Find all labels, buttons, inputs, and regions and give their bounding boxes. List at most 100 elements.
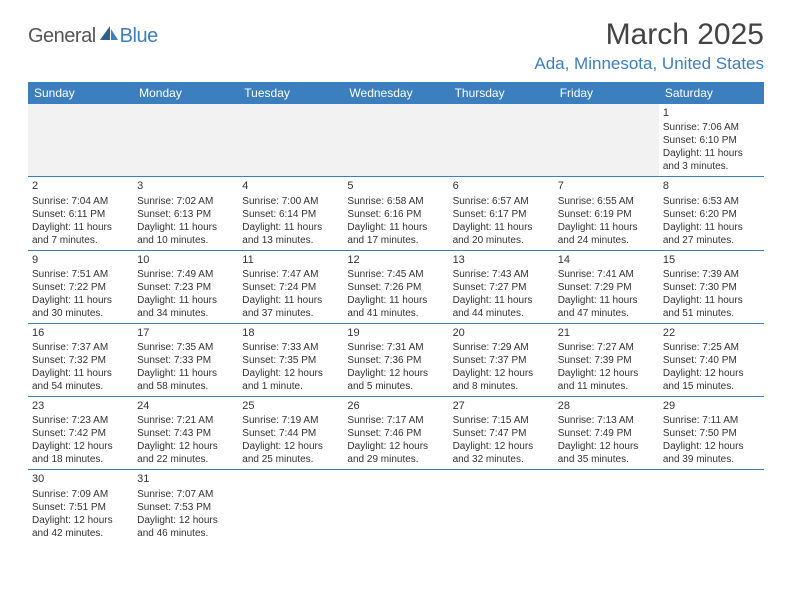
calendar-cell: 25Sunrise: 7:19 AMSunset: 7:44 PMDayligh… [238, 397, 343, 469]
title-block: March 2025 Ada, Minnesota, United States [534, 18, 764, 74]
daylight-line-2: and 27 minutes. [663, 234, 760, 247]
daylight-line-2: and 54 minutes. [32, 380, 129, 393]
day-number: 4 [242, 179, 339, 193]
day-number: 27 [453, 399, 550, 413]
calendar-cell: 27Sunrise: 7:15 AMSunset: 7:47 PMDayligh… [449, 397, 554, 469]
day-number: 18 [242, 326, 339, 340]
daylight-line-2: and 51 minutes. [663, 307, 760, 320]
daylight-line-2: and 7 minutes. [32, 234, 129, 247]
day-number: 24 [137, 399, 234, 413]
daylight-line-1: Daylight: 11 hours [32, 367, 129, 380]
calendar-cell: 15Sunrise: 7:39 AMSunset: 7:30 PMDayligh… [659, 251, 764, 323]
day-number: 6 [453, 179, 550, 193]
sunset-text: Sunset: 7:42 PM [32, 427, 129, 440]
calendar-cell: 31Sunrise: 7:07 AMSunset: 7:53 PMDayligh… [133, 470, 238, 542]
calendar-row: 2Sunrise: 7:04 AMSunset: 6:11 PMDaylight… [28, 177, 764, 250]
calendar-cell-blank [554, 470, 659, 542]
daylight-line-2: and 37 minutes. [242, 307, 339, 320]
daylight-line-2: and 18 minutes. [32, 453, 129, 466]
sunrise-text: Sunrise: 7:31 AM [347, 341, 444, 354]
day-number: 3 [137, 179, 234, 193]
daylight-line-2: and 22 minutes. [137, 453, 234, 466]
daylight-line-2: and 41 minutes. [347, 307, 444, 320]
sunrise-text: Sunrise: 7:51 AM [32, 268, 129, 281]
day-number: 7 [558, 179, 655, 193]
logo-sail-icon [98, 24, 120, 42]
daylight-line-2: and 20 minutes. [453, 234, 550, 247]
daylight-line-1: Daylight: 11 hours [558, 294, 655, 307]
calendar-cell: 21Sunrise: 7:27 AMSunset: 7:39 PMDayligh… [554, 324, 659, 396]
sunrise-text: Sunrise: 6:58 AM [347, 195, 444, 208]
daylight-line-2: and 47 minutes. [558, 307, 655, 320]
calendar-row: 1Sunrise: 7:06 AMSunset: 6:10 PMDaylight… [28, 104, 764, 177]
sunset-text: Sunset: 6:20 PM [663, 208, 760, 221]
daylight-line-1: Daylight: 12 hours [558, 367, 655, 380]
sunrise-text: Sunrise: 7:07 AM [137, 488, 234, 501]
sunrise-text: Sunrise: 7:43 AM [453, 268, 550, 281]
sunset-text: Sunset: 7:39 PM [558, 354, 655, 367]
daylight-line-1: Daylight: 12 hours [453, 440, 550, 453]
daylight-line-1: Daylight: 11 hours [242, 294, 339, 307]
daylight-line-2: and 30 minutes. [32, 307, 129, 320]
sunrise-text: Sunrise: 7:15 AM [453, 414, 550, 427]
sunset-text: Sunset: 7:51 PM [32, 501, 129, 514]
calendar-cell: 22Sunrise: 7:25 AMSunset: 7:40 PMDayligh… [659, 324, 764, 396]
calendar-cell: 2Sunrise: 7:04 AMSunset: 6:11 PMDaylight… [28, 177, 133, 249]
calendar-cell-blank [449, 470, 554, 542]
sunrise-text: Sunrise: 7:49 AM [137, 268, 234, 281]
day-number: 31 [137, 472, 234, 486]
sunrise-text: Sunrise: 6:53 AM [663, 195, 760, 208]
day-number: 20 [453, 326, 550, 340]
daylight-line-1: Daylight: 11 hours [32, 221, 129, 234]
daylight-line-2: and 8 minutes. [453, 380, 550, 393]
month-title: March 2025 [534, 18, 764, 52]
sunset-text: Sunset: 6:14 PM [242, 208, 339, 221]
day-number: 1 [663, 106, 760, 120]
daylight-line-1: Daylight: 12 hours [32, 514, 129, 527]
sunset-text: Sunset: 7:40 PM [663, 354, 760, 367]
weekday-friday: Friday [554, 82, 659, 104]
daylight-line-1: Daylight: 11 hours [453, 294, 550, 307]
sunset-text: Sunset: 7:46 PM [347, 427, 444, 440]
calendar-row: 23Sunrise: 7:23 AMSunset: 7:42 PMDayligh… [28, 397, 764, 470]
weekday-sunday: Sunday [28, 82, 133, 104]
day-number: 22 [663, 326, 760, 340]
calendar-cell-blank [343, 470, 448, 542]
calendar: Sunday Monday Tuesday Wednesday Thursday… [28, 82, 764, 543]
weekday-monday: Monday [133, 82, 238, 104]
sunset-text: Sunset: 7:24 PM [242, 281, 339, 294]
sunrise-text: Sunrise: 7:23 AM [32, 414, 129, 427]
weekday-wednesday: Wednesday [343, 82, 448, 104]
day-number: 12 [347, 253, 444, 267]
day-number: 28 [558, 399, 655, 413]
daylight-line-1: Daylight: 12 hours [137, 514, 234, 527]
calendar-cell: 20Sunrise: 7:29 AMSunset: 7:37 PMDayligh… [449, 324, 554, 396]
sunrise-text: Sunrise: 7:27 AM [558, 341, 655, 354]
daylight-line-2: and 46 minutes. [137, 527, 234, 540]
daylight-line-2: and 44 minutes. [453, 307, 550, 320]
sunrise-text: Sunrise: 7:41 AM [558, 268, 655, 281]
calendar-cell: 18Sunrise: 7:33 AMSunset: 7:35 PMDayligh… [238, 324, 343, 396]
sunset-text: Sunset: 6:19 PM [558, 208, 655, 221]
calendar-cell: 17Sunrise: 7:35 AMSunset: 7:33 PMDayligh… [133, 324, 238, 396]
daylight-line-2: and 10 minutes. [137, 234, 234, 247]
daylight-line-2: and 17 minutes. [347, 234, 444, 247]
daylight-line-1: Daylight: 12 hours [347, 367, 444, 380]
calendar-cell: 3Sunrise: 7:02 AMSunset: 6:13 PMDaylight… [133, 177, 238, 249]
daylight-line-1: Daylight: 11 hours [137, 367, 234, 380]
sunset-text: Sunset: 6:10 PM [663, 134, 760, 147]
daylight-line-1: Daylight: 11 hours [663, 294, 760, 307]
day-number: 17 [137, 326, 234, 340]
daylight-line-1: Daylight: 11 hours [137, 294, 234, 307]
location-text: Ada, Minnesota, United States [534, 54, 764, 74]
sunrise-text: Sunrise: 7:13 AM [558, 414, 655, 427]
sunrise-text: Sunrise: 7:02 AM [137, 195, 234, 208]
day-number: 19 [347, 326, 444, 340]
calendar-body: 1Sunrise: 7:06 AMSunset: 6:10 PMDaylight… [28, 104, 764, 543]
calendar-cell: 13Sunrise: 7:43 AMSunset: 7:27 PMDayligh… [449, 251, 554, 323]
logo-text-general: General [28, 25, 96, 48]
calendar-cell: 16Sunrise: 7:37 AMSunset: 7:32 PMDayligh… [28, 324, 133, 396]
daylight-line-2: and 13 minutes. [242, 234, 339, 247]
calendar-cell-blank [659, 470, 764, 542]
calendar-cell: 28Sunrise: 7:13 AMSunset: 7:49 PMDayligh… [554, 397, 659, 469]
